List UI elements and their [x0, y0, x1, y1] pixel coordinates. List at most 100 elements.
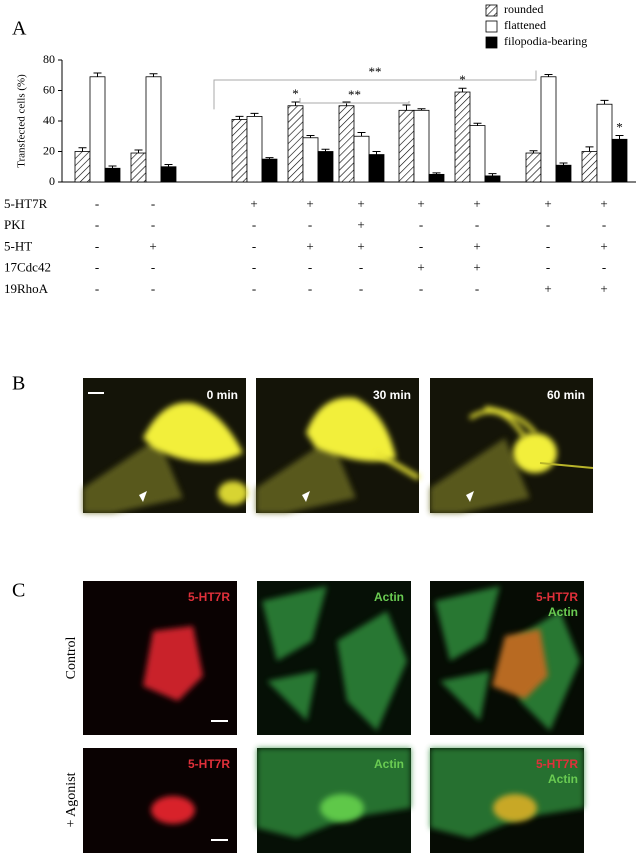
- condition-value: +: [600, 281, 607, 296]
- panel-c-images: [83, 581, 584, 853]
- condition-value: -: [308, 281, 312, 296]
- channel-label: 5-HT7R: [536, 590, 578, 604]
- y-axis-label: Transfected cells (%): [16, 74, 28, 168]
- bar: [469, 125, 486, 183]
- row-label: + Agonist: [64, 772, 79, 827]
- condition-value: +: [544, 196, 551, 211]
- condition-value: +: [250, 196, 257, 211]
- condition-name: 17Cdc42: [4, 260, 51, 275]
- bar: [555, 164, 572, 183]
- condition-value: +: [306, 196, 313, 211]
- condition-value: +: [600, 196, 607, 211]
- legend-swatch: [485, 20, 498, 33]
- error-bar: [559, 162, 568, 166]
- error-bar: [473, 122, 482, 126]
- frame-label: 30 min: [373, 388, 411, 402]
- panel-b-images: [83, 378, 594, 513]
- bar: [160, 166, 177, 183]
- error-bar: [235, 115, 244, 120]
- bar: [611, 138, 628, 183]
- error-bar: [357, 131, 366, 137]
- error-bar: [265, 157, 274, 160]
- condition-value: -: [359, 260, 363, 275]
- condition-value: +: [357, 217, 364, 232]
- legend-swatch: [485, 36, 498, 49]
- condition-value: +: [149, 238, 156, 253]
- bar: [246, 116, 263, 183]
- bar: [454, 91, 471, 183]
- condition-value: -: [359, 281, 363, 296]
- error-bar: [306, 134, 315, 138]
- condition-value: -: [151, 217, 155, 232]
- condition-value: +: [473, 238, 480, 253]
- error-bar: [615, 134, 624, 140]
- error-bar: [93, 72, 102, 77]
- error-bar: [600, 99, 609, 105]
- error-bar: [529, 150, 538, 154]
- bar: [581, 151, 598, 183]
- bar: [540, 76, 557, 183]
- error-bar: [250, 112, 259, 117]
- condition-value: -: [95, 281, 99, 296]
- error-bar: [164, 163, 173, 167]
- bar: [104, 167, 121, 183]
- bar: [231, 119, 248, 183]
- condition-value: -: [475, 281, 479, 296]
- condition-name: 5-HT: [4, 238, 32, 253]
- condition-value: -: [475, 217, 479, 232]
- channel-label: 5-HT7R: [536, 757, 578, 771]
- frame-label: 60 min: [547, 388, 585, 402]
- condition-value: -: [419, 217, 423, 232]
- condition-value: +: [473, 196, 480, 211]
- bar: [130, 152, 147, 183]
- error-bar: [585, 146, 594, 152]
- condition-value: -: [95, 217, 99, 232]
- legend-label: filopodia-bearing: [504, 34, 587, 48]
- y-tick-label: 80: [43, 52, 55, 66]
- panel-label: B: [12, 373, 25, 395]
- condition-value: +: [417, 260, 424, 275]
- condition-value: -: [252, 260, 256, 275]
- condition-value: -: [308, 217, 312, 232]
- condition-value: -: [151, 196, 155, 211]
- condition-value: -: [546, 260, 550, 275]
- condition-value: +: [306, 238, 313, 253]
- condition-value: +: [417, 196, 424, 211]
- error-bar: [134, 149, 143, 154]
- significance-bracket: [213, 70, 537, 110]
- significance-star: *: [616, 119, 623, 134]
- error-bar: [402, 104, 411, 111]
- condition-value: +: [473, 260, 480, 275]
- bar: [368, 154, 385, 183]
- error-bar: [488, 173, 497, 176]
- condition-value: -: [252, 217, 256, 232]
- condition-value: -: [252, 238, 256, 253]
- bar: [145, 76, 162, 183]
- significance-star: *: [292, 86, 299, 101]
- significance-star: *: [459, 72, 466, 87]
- channel-label: Actin: [548, 605, 578, 619]
- bar: [596, 103, 613, 183]
- condition-name: 5-HT7R: [4, 196, 48, 211]
- bar: [74, 151, 91, 183]
- channel-label: 5-HT7R: [188, 757, 230, 771]
- legend-swatch: [485, 4, 498, 17]
- significance-label: **: [348, 87, 361, 102]
- significance-label: **: [369, 64, 382, 79]
- y-tick-label: 40: [43, 113, 55, 127]
- error-bar: [432, 172, 441, 175]
- condition-value: +: [600, 238, 607, 253]
- condition-value: +: [357, 196, 364, 211]
- condition-value: -: [95, 260, 99, 275]
- significance-bracket: [299, 97, 410, 104]
- legend-label: flattened: [504, 18, 546, 32]
- y-tick-label: 0: [49, 174, 55, 188]
- error-bar: [417, 108, 426, 111]
- bar: [317, 151, 334, 183]
- bar: [413, 109, 430, 183]
- condition-value: -: [151, 260, 155, 275]
- row-label: Control: [64, 637, 79, 680]
- bar: [302, 137, 319, 183]
- condition-value: -: [602, 260, 606, 275]
